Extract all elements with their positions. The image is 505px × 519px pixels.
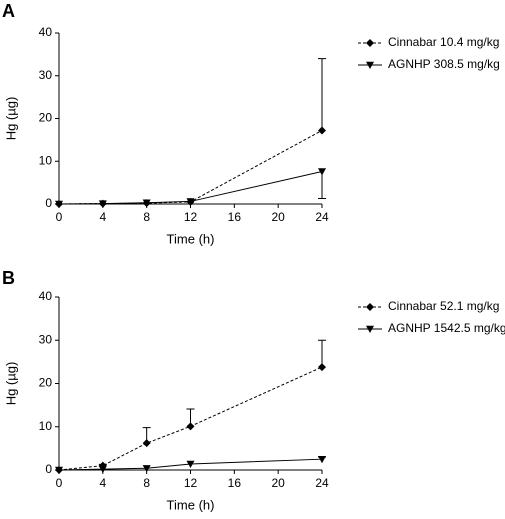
marker bbox=[318, 363, 326, 372]
marker bbox=[186, 460, 195, 468]
marker bbox=[318, 455, 326, 464]
chart-panel: B 0 10 20 30 40 0 4 8 12 16 20 24 Time (h) Hg (µg) Cinn… bbox=[2, 268, 505, 513]
marker bbox=[98, 200, 107, 208]
marker bbox=[366, 39, 374, 47]
y-tick-label: 40 bbox=[39, 289, 53, 303]
marker bbox=[318, 126, 326, 135]
x-tick-label: 0 bbox=[56, 476, 63, 490]
y-axis-title: Hg (µg) bbox=[3, 97, 18, 141]
y-tick-label: 30 bbox=[39, 332, 53, 346]
panel-label: A bbox=[2, 1, 15, 21]
marker bbox=[98, 465, 107, 474]
y-tick-label: 10 bbox=[39, 419, 53, 433]
marker bbox=[142, 199, 151, 207]
y-tick-label: 0 bbox=[45, 196, 52, 210]
marker bbox=[55, 200, 63, 208]
x-tick-label: 24 bbox=[315, 210, 329, 224]
x-tick-label: 8 bbox=[143, 476, 150, 490]
y-axis-title: Hg (µg) bbox=[3, 362, 18, 406]
x-tick-label: 0 bbox=[56, 210, 63, 224]
y-tick-label: 40 bbox=[39, 25, 53, 39]
marker bbox=[142, 439, 151, 448]
chart-panel: A 0 10 20 30 40 0 4 8 12 16 20 24 Time (h) Hg (µg) Cinn… bbox=[2, 1, 500, 247]
y-tick-label: 20 bbox=[39, 111, 53, 125]
marker bbox=[366, 325, 374, 333]
x-tick-label: 4 bbox=[99, 210, 106, 224]
marker bbox=[186, 422, 195, 431]
legend-label: AGNHP 308.5 mg/kg bbox=[388, 57, 500, 71]
x-tick-label: 20 bbox=[271, 476, 285, 490]
x-tick-label: 20 bbox=[271, 210, 285, 224]
x-tick-label: 12 bbox=[184, 476, 198, 490]
legend-label: Cinnabar 10.4 mg/kg bbox=[388, 35, 499, 49]
x-tick-label: 8 bbox=[143, 210, 150, 224]
marker bbox=[318, 168, 326, 176]
marker bbox=[142, 465, 151, 473]
error-bar bbox=[318, 339, 326, 368]
x-axis-title: Time (h) bbox=[167, 231, 215, 246]
marker bbox=[55, 466, 63, 474]
marker bbox=[366, 303, 374, 311]
y-tick-label: 30 bbox=[39, 68, 53, 82]
x-tick-label: 16 bbox=[228, 210, 242, 224]
error-bar bbox=[318, 171, 326, 199]
y-tick-label: 10 bbox=[39, 153, 53, 167]
panel-label: B bbox=[2, 268, 15, 288]
x-tick-label: 12 bbox=[184, 210, 198, 224]
x-axis-title: Time (h) bbox=[167, 497, 215, 512]
x-tick-label: 4 bbox=[99, 476, 106, 490]
error-bar bbox=[318, 58, 326, 131]
x-tick-label: 16 bbox=[228, 476, 242, 490]
y-tick-label: 20 bbox=[39, 376, 53, 390]
marker bbox=[186, 198, 195, 206]
legend-label: AGNHP 1542.5 mg/kg bbox=[388, 321, 505, 335]
marker bbox=[366, 61, 374, 69]
x-tick-label: 24 bbox=[315, 476, 329, 490]
legend-label: Cinnabar 52.1 mg/kg bbox=[388, 299, 499, 313]
series-line bbox=[58, 130, 323, 205]
y-tick-label: 0 bbox=[45, 462, 52, 476]
